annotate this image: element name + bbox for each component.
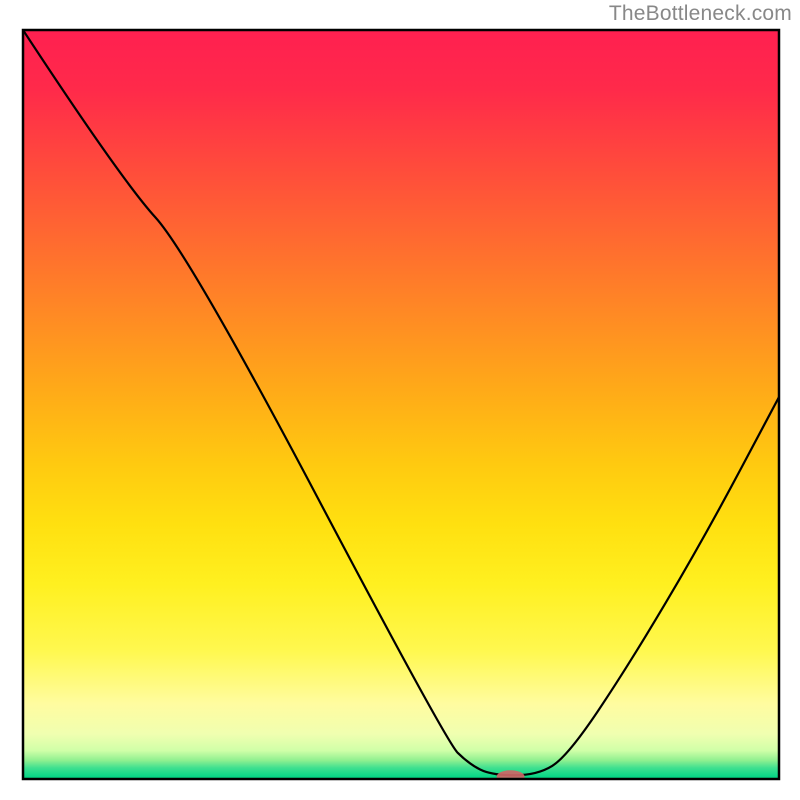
plot-background [23, 30, 779, 779]
optimal-marker [497, 770, 525, 783]
bottleneck-chart [0, 0, 800, 800]
chart-container: { "watermark": { "text": "TheBottleneck.… [0, 0, 800, 800]
watermark-text: TheBottleneck.com [609, 2, 792, 26]
